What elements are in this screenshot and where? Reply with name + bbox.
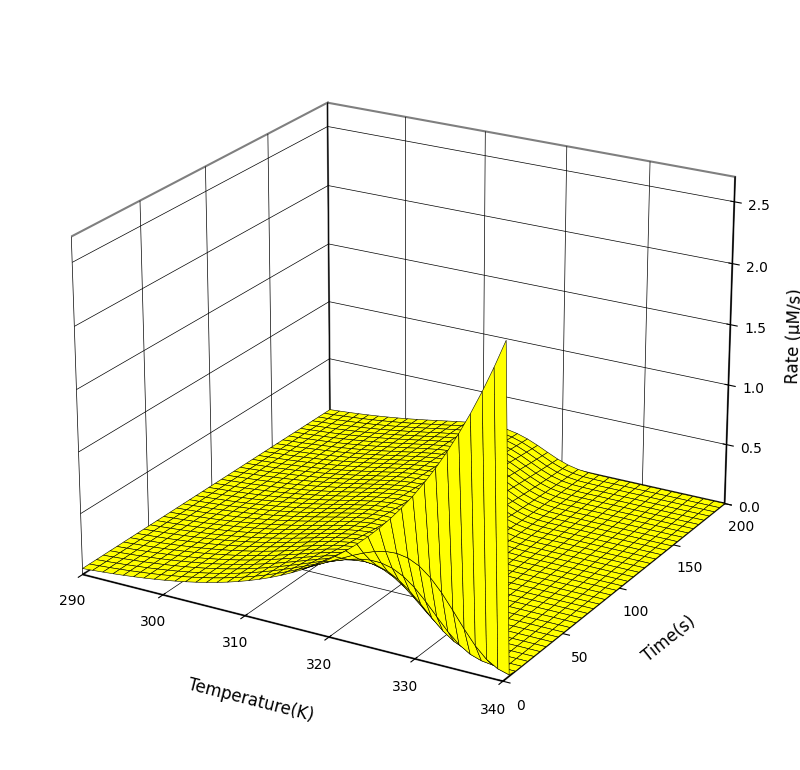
Y-axis label: Time(s): Time(s) (639, 613, 699, 666)
X-axis label: Temperature(K): Temperature(K) (186, 675, 316, 725)
